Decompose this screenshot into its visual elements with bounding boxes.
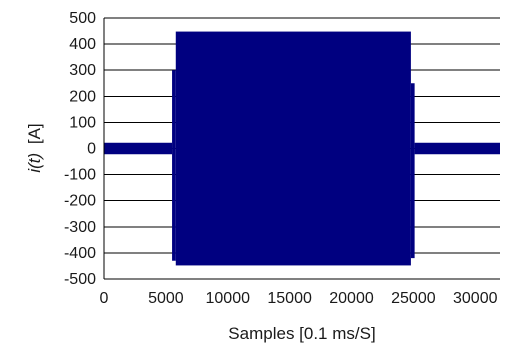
x-tick-label: 15000 bbox=[267, 290, 312, 307]
y-axis-label: i(t) [A] bbox=[25, 123, 44, 172]
series-segment bbox=[414, 142, 500, 155]
x-tick-labels: 0 5000 10000 15000 20000 25000 30000 bbox=[100, 290, 498, 307]
x-tick-label: 5000 bbox=[148, 290, 184, 307]
y-tick-label: 0 bbox=[87, 141, 96, 158]
series-segment bbox=[410, 83, 415, 259]
y-tick-label: -100 bbox=[64, 167, 96, 184]
y-tick-label: 200 bbox=[69, 88, 96, 105]
y-axis-label-variable: i(t) bbox=[25, 153, 44, 173]
y-tick-label: -500 bbox=[64, 271, 96, 288]
data-series bbox=[104, 31, 500, 266]
y-tick-label: -300 bbox=[64, 219, 96, 236]
y-tick-label: 400 bbox=[69, 36, 96, 53]
y-tick-label: 300 bbox=[69, 62, 96, 79]
axes bbox=[103, 18, 500, 280]
y-tick-label: 500 bbox=[69, 10, 96, 27]
x-tick-label: 0 bbox=[100, 290, 109, 307]
x-axis-label: Samples [0.1 ms/S] bbox=[228, 324, 375, 343]
y-axis-label-unit: [A] bbox=[25, 123, 44, 144]
x-tick-label: 30000 bbox=[453, 290, 498, 307]
x-tick-label: 25000 bbox=[391, 290, 436, 307]
x-tick-label: 10000 bbox=[206, 290, 251, 307]
series-segment bbox=[175, 31, 411, 266]
y-tick-labels: 500 400 300 200 100 0 -100 -200 -300 -400 -500 bbox=[64, 10, 96, 288]
series-segment bbox=[172, 70, 176, 261]
x-tick-label: 20000 bbox=[329, 290, 374, 307]
series-segment bbox=[104, 142, 173, 155]
y-tick-label: -200 bbox=[64, 193, 96, 210]
y-tick-label: -400 bbox=[64, 245, 96, 262]
y-tick-label: 100 bbox=[69, 114, 96, 131]
